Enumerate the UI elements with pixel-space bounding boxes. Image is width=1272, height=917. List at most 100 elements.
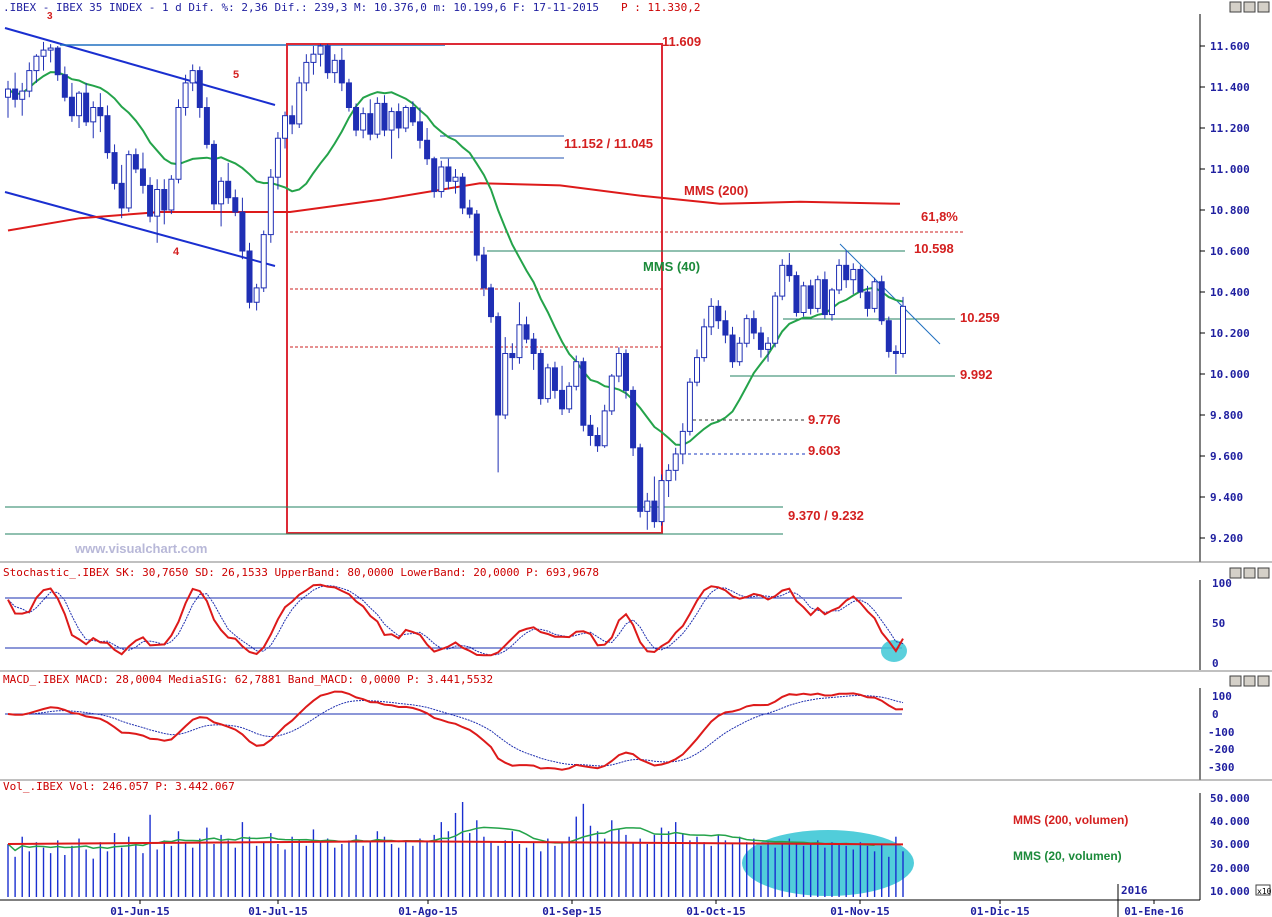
macd-minimize-button[interactable]: [1229, 675, 1242, 687]
label-11609: 11.609: [662, 34, 701, 49]
stoch-close-button[interactable]: [1257, 567, 1270, 579]
candle-body: [516, 324, 523, 359]
price-tick: 10.800: [1210, 204, 1250, 217]
minimize-button[interactable]: [1229, 1, 1242, 13]
candle-body: [5, 88, 11, 98]
candle-body: [225, 180, 232, 199]
downtrend-line: [839, 243, 941, 345]
price-tick: 10.200: [1210, 327, 1250, 340]
candle-body: [836, 264, 843, 291]
candle-body: [807, 285, 814, 309]
close-button[interactable]: [1257, 1, 1270, 13]
candle-body: [104, 115, 111, 154]
candle-body: [12, 88, 19, 100]
candle-body: [246, 250, 253, 303]
candle-body: [445, 166, 452, 182]
candle-body: [61, 74, 68, 98]
candle-body: [750, 318, 757, 334]
x-axis-label: 01-Jul-15: [248, 905, 308, 917]
candle-body: [559, 389, 566, 410]
wave-label-4: 4: [173, 246, 180, 258]
vol-tick-10000: 10.000: [1210, 885, 1250, 898]
candle-body: [360, 113, 367, 131]
candle-body: [232, 197, 239, 213]
label-fib618: 61,8%: [921, 209, 958, 224]
macd-panel: MACD_.IBEX MACD: 28,0004 MediaSIG: 62,78…: [0, 670, 1272, 780]
candle-body: [857, 268, 864, 293]
stoch-tick-0: 0: [1212, 657, 1219, 670]
candle-body: [338, 59, 345, 84]
stoch-minimize-button[interactable]: [1229, 567, 1242, 579]
candle-body: [480, 254, 487, 289]
candle-body: [594, 435, 601, 447]
candle-body: [871, 281, 878, 309]
x-axis-label: 01-Dic-15: [970, 905, 1030, 917]
candle-body: [331, 59, 338, 74]
candle-body: [566, 385, 573, 410]
candle-body: [40, 49, 47, 57]
lower-channel-line: [4, 191, 276, 267]
candle-body: [608, 375, 615, 412]
candle-body: [665, 469, 672, 482]
price-tick: 11.200: [1210, 122, 1250, 135]
candle-body: [19, 90, 26, 100]
candle-body: [551, 367, 558, 391]
candle-body: [622, 353, 629, 391]
macd-maximize-button[interactable]: [1243, 675, 1256, 687]
price-tick: 11.400: [1210, 81, 1250, 94]
vol-tick-50000: 50.000: [1210, 792, 1250, 805]
maximize-button[interactable]: [1243, 1, 1256, 13]
x-axis-label: 01-Ene-16: [1124, 905, 1184, 917]
candle-body: [651, 500, 658, 523]
stoch-maximize-button[interactable]: [1243, 567, 1256, 579]
candle-body: [843, 264, 850, 281]
candle-body: [537, 353, 544, 400]
candle-body: [154, 189, 161, 217]
vol-tick-30000: 30.000: [1210, 838, 1250, 851]
candle-body: [282, 115, 289, 139]
vol-tick-40000: 40.000: [1210, 815, 1250, 828]
candle-body: [26, 70, 33, 92]
candle-body: [466, 207, 473, 215]
label-mms200: MMS (200): [684, 183, 748, 198]
header-last-price: P : 11.330,2: [621, 1, 700, 14]
candle-body: [765, 342, 772, 350]
price-tick: 9.600: [1210, 450, 1243, 463]
volume-label: Vol_.IBEX Vol: 246.057 P: 3.442.067: [3, 780, 235, 793]
x-axis: 2016 01-Jun-15 01-Jul-15 01-Ago-15 01-Sep-1…: [0, 884, 1200, 917]
macd-tick-minus300: -300: [1208, 761, 1235, 774]
candle-body: [495, 316, 502, 416]
vol-tick-20000: 20.000: [1210, 862, 1250, 875]
label-11152-11045: 11.152 / 11.045: [564, 136, 653, 151]
candle-body: [488, 287, 495, 318]
candle-body: [175, 107, 182, 180]
candle-body: [821, 279, 828, 316]
macd-close-button[interactable]: [1257, 675, 1270, 687]
candle-body: [601, 410, 608, 447]
candle-body: [658, 480, 665, 523]
candle-body: [729, 334, 736, 363]
candle-body: [637, 447, 644, 512]
candle-body: [509, 353, 516, 359]
candle-body: [182, 82, 189, 109]
candle-body: [708, 305, 715, 328]
candle-body: [757, 332, 764, 350]
volume-highlight: [742, 830, 914, 896]
candle-body: [814, 279, 821, 309]
macd-tick-0: 0: [1212, 708, 1219, 721]
year-label: 2016: [1121, 884, 1148, 897]
upper-channel-line: [4, 27, 276, 106]
stoch-highlight: [881, 640, 907, 662]
candle-body: [644, 500, 651, 512]
x-axis-label: 01-Jun-15: [110, 905, 170, 917]
label-9992: 9.992: [960, 367, 993, 382]
volume-mms200-line: [7, 840, 904, 846]
candle-body: [772, 295, 779, 344]
candle-body: [118, 182, 125, 209]
stoch-tick-100: 100: [1212, 577, 1232, 590]
stoch-sk-line: [7, 583, 904, 657]
candle-body: [90, 107, 97, 123]
candle-body: [580, 361, 587, 426]
candle-body: [374, 102, 381, 135]
candle-body: [701, 326, 708, 359]
